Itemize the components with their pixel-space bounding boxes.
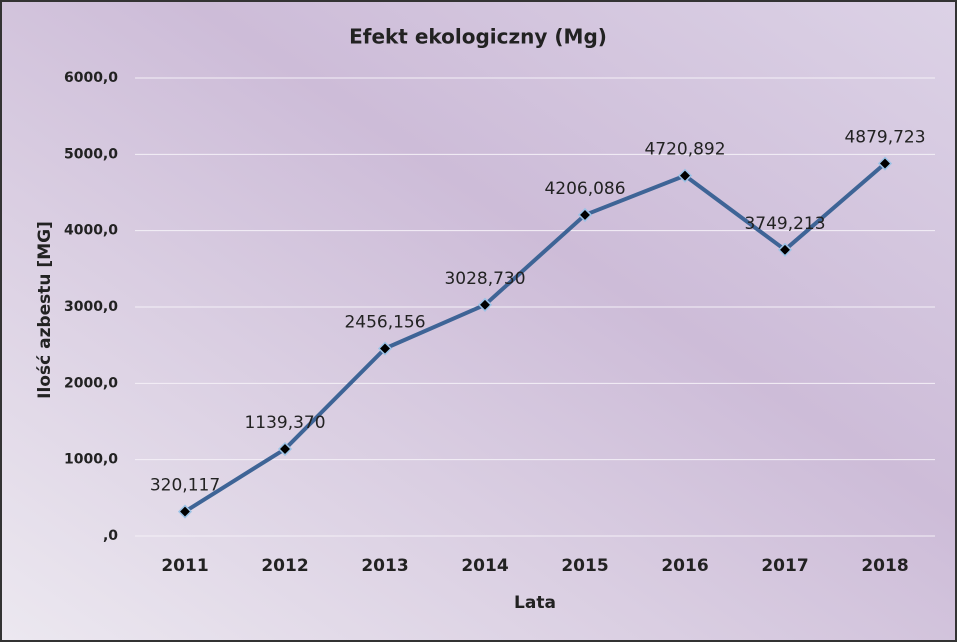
chart-title: Efekt ekologiczny (Mg) (349, 25, 607, 49)
y-axis-label: Ilość azbestu [MG] (35, 221, 55, 399)
y-tick-label: 3000,0 (64, 299, 118, 315)
data-label: 4206,086 (544, 179, 625, 199)
data-label: 3749,213 (744, 214, 825, 234)
y-tick-label: 5000,0 (64, 146, 118, 162)
y-tick-label: 6000,0 (64, 70, 118, 86)
data-label: 2456,156 (344, 313, 425, 333)
x-tick-label: 2012 (261, 556, 308, 576)
marker (577, 207, 593, 222)
x-tick-label: 2014 (461, 556, 508, 576)
data-label: 4879,723 (844, 128, 925, 148)
x-tick-label: 2018 (861, 556, 908, 576)
y-tick-label: ,0 (103, 528, 118, 544)
data-label: 1139,370 (244, 413, 325, 433)
marker (377, 341, 393, 356)
y-tick-label: 1000,0 (64, 452, 118, 468)
x-axis-label: Lata (514, 593, 556, 613)
x-tick-label: 2017 (761, 556, 808, 576)
x-tick-label: 2015 (561, 556, 608, 576)
data-label: 3028,730 (444, 269, 525, 289)
data-label: 4720,892 (644, 140, 725, 160)
marker (777, 242, 793, 257)
marker (677, 168, 693, 183)
y-tick-label: 2000,0 (64, 375, 118, 391)
marker (277, 441, 293, 457)
data-label: 320,117 (150, 476, 220, 496)
marker (477, 297, 493, 312)
y-tick-label: 4000,0 (64, 223, 118, 239)
x-tick-label: 2016 (661, 556, 708, 576)
x-tick-label: 2013 (361, 556, 408, 576)
marker (177, 504, 193, 519)
line (183, 161, 887, 514)
x-tick-label: 2011 (161, 556, 208, 576)
marker (877, 156, 893, 171)
